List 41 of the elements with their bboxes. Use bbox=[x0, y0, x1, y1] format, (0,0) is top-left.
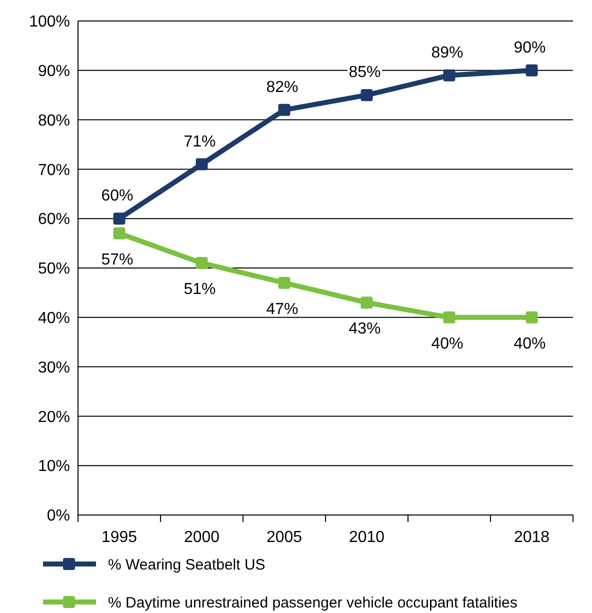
text: 51% bbox=[184, 281, 216, 298]
y-tick-label: 90% bbox=[38, 63, 70, 80]
legend-label: % Wearing Seatbelt US bbox=[108, 556, 266, 574]
legend-label: % Daytime unrestrained passenger vehicle occupant fatalities bbox=[108, 594, 518, 612]
text: 43% bbox=[348, 320, 381, 338]
x-tick-label: 2010 bbox=[348, 529, 385, 546]
point bbox=[360, 89, 373, 102]
y-tick-label: 80% bbox=[38, 112, 70, 130]
text: 90% bbox=[514, 39, 546, 56]
point bbox=[360, 296, 373, 309]
point bbox=[278, 104, 290, 116]
y-tick-label: 0% bbox=[46, 508, 70, 525]
y-tick-label: 50% bbox=[38, 260, 70, 278]
x-tick-label: 2005 bbox=[266, 529, 302, 546]
text: 40% bbox=[514, 335, 546, 352]
point bbox=[443, 311, 456, 324]
text: 82% bbox=[266, 78, 298, 96]
y-tick-label: 10% bbox=[38, 458, 70, 476]
text: 71% bbox=[184, 133, 216, 150]
y-tick-label: 60% bbox=[38, 211, 70, 228]
point bbox=[196, 158, 208, 170]
text: 47% bbox=[266, 300, 298, 318]
text: 89% bbox=[431, 44, 464, 62]
y-tick-label: 40% bbox=[38, 310, 70, 327]
text: 40% bbox=[431, 335, 464, 352]
point bbox=[278, 276, 290, 289]
point bbox=[526, 64, 538, 76]
point bbox=[526, 311, 538, 324]
point bbox=[196, 257, 208, 270]
x-tick-label: 2018 bbox=[514, 529, 550, 546]
point bbox=[443, 69, 456, 82]
point bbox=[113, 212, 126, 225]
x-tick-label: 2000 bbox=[184, 529, 220, 546]
text: 57% bbox=[101, 251, 134, 268]
y-tick-label: 70% bbox=[38, 162, 70, 179]
x-tick-label: 1995 bbox=[101, 529, 138, 546]
text: 60% bbox=[101, 188, 134, 205]
y-tick-label: 20% bbox=[38, 408, 70, 426]
y-tick-label: 30% bbox=[38, 359, 70, 376]
y-tick-label: 100% bbox=[29, 14, 70, 31]
point bbox=[113, 227, 126, 240]
